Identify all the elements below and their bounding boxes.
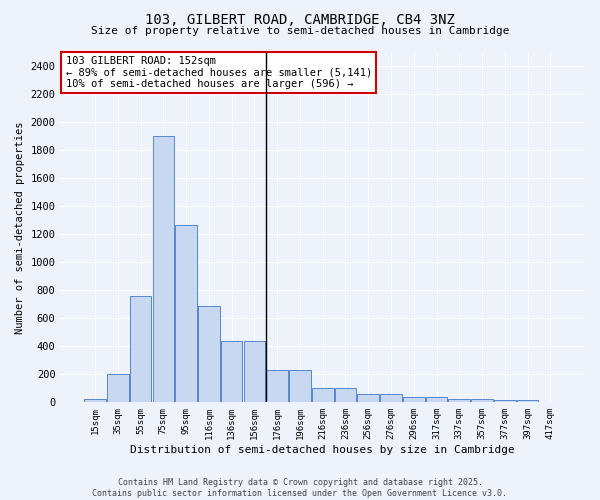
Bar xyxy=(312,388,334,402)
Bar xyxy=(289,370,311,402)
Bar xyxy=(244,342,265,402)
Bar xyxy=(152,136,174,402)
Bar xyxy=(266,370,288,402)
Text: 103 GILBERT ROAD: 152sqm
← 89% of semi-detached houses are smaller (5,141)
10% o: 103 GILBERT ROAD: 152sqm ← 89% of semi-d… xyxy=(65,56,372,89)
Bar xyxy=(198,306,220,402)
Bar xyxy=(130,296,151,403)
Bar xyxy=(494,400,515,402)
Bar xyxy=(84,399,106,402)
Text: 103, GILBERT ROAD, CAMBRIDGE, CB4 3NZ: 103, GILBERT ROAD, CAMBRIDGE, CB4 3NZ xyxy=(145,12,455,26)
Text: Contains HM Land Registry data © Crown copyright and database right 2025.
Contai: Contains HM Land Registry data © Crown c… xyxy=(92,478,508,498)
Bar xyxy=(517,400,538,402)
Bar xyxy=(221,342,242,402)
Bar xyxy=(107,374,128,402)
Y-axis label: Number of semi-detached properties: Number of semi-detached properties xyxy=(15,121,25,334)
X-axis label: Distribution of semi-detached houses by size in Cambridge: Distribution of semi-detached houses by … xyxy=(130,445,515,455)
Bar xyxy=(358,394,379,402)
Text: Size of property relative to semi-detached houses in Cambridge: Size of property relative to semi-detach… xyxy=(91,26,509,36)
Bar xyxy=(448,399,470,402)
Bar xyxy=(426,398,448,402)
Bar xyxy=(380,394,402,402)
Bar xyxy=(403,398,425,402)
Bar xyxy=(175,224,197,402)
Bar xyxy=(471,399,493,402)
Bar xyxy=(335,388,356,402)
